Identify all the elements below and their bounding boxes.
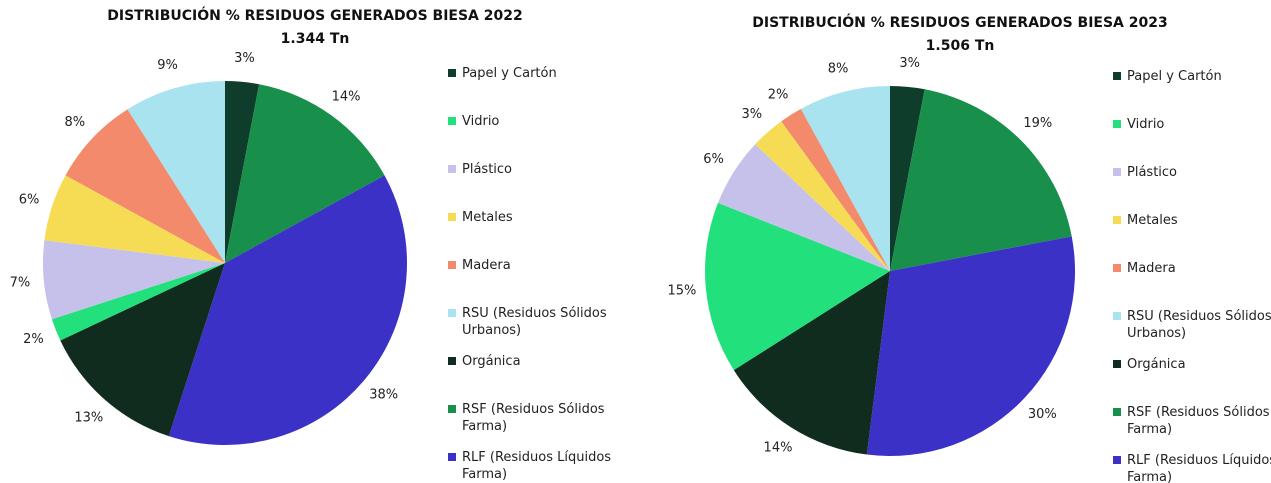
data-label: 8% (828, 62, 849, 77)
legend-label: RSF (Residuos Sólidos Farma) (462, 402, 605, 434)
legend-label: Plástico (462, 162, 513, 177)
legend-item: Orgánica (448, 353, 617, 370)
legend-swatch (1113, 168, 1121, 176)
data-label: 6% (19, 192, 40, 207)
legend-item: Orgánica (1113, 356, 1271, 373)
data-label: 30% (1028, 407, 1057, 422)
legend-item: RSF (Residuos Sólidos Farma) (1113, 404, 1271, 438)
legend-swatch (448, 357, 456, 365)
pie-slice (43, 240, 225, 320)
legend-swatch (448, 69, 456, 77)
legend-label: RSF (Residuos Sólidos Farma) (1127, 405, 1270, 437)
chart-title: DISTRIBUCIÓN % RESIDUOS GENERADOS BIESA … (752, 13, 1167, 31)
legend-swatch (448, 405, 456, 413)
pie-slice (717, 144, 890, 271)
legend-label: Orgánica (462, 354, 521, 369)
pie-slice (168, 175, 408, 445)
legend-swatch (448, 261, 456, 269)
legend-label: Metales (1127, 213, 1178, 228)
legend-item: Plástico (448, 161, 617, 178)
data-label: 2% (768, 88, 789, 103)
legend-item: Madera (448, 257, 617, 274)
legend-item: Madera (1113, 260, 1271, 277)
legend-label: RLF (Residuos Líquidos Farma) (1127, 453, 1271, 483)
pie-slice (800, 86, 890, 271)
legend-item: Papel y Cartón (448, 65, 617, 82)
data-label: 6% (703, 152, 724, 167)
legend-label: Vidrio (1127, 117, 1165, 132)
legend-item: RSF (Residuos Sólidos Farma) (448, 401, 617, 435)
legend-swatch (448, 309, 456, 317)
legend-swatch (1113, 312, 1121, 320)
legend-item: Vidrio (448, 113, 617, 130)
legend-item: RSU (Residuos Sólidos Urbanos) (1113, 308, 1271, 342)
legend-item: Metales (1113, 212, 1271, 229)
pie-slice (65, 109, 226, 263)
chart-title: DISTRIBUCIÓN % RESIDUOS GENERADOS BIESA … (107, 6, 522, 24)
data-label: 2% (23, 332, 44, 347)
data-label: 14% (332, 89, 361, 104)
data-label: 3% (741, 107, 762, 122)
legend-label: RSU (Residuos Sólidos Urbanos) (462, 306, 607, 338)
data-label: 3% (899, 56, 920, 71)
data-label: 14% (764, 440, 793, 455)
legend-label: Metales (462, 210, 513, 225)
pie-slice (127, 81, 225, 263)
legend-item: RLF (Residuos Líquidos Farma) (448, 449, 617, 483)
pie-slice (225, 84, 385, 263)
legend-swatch (1113, 264, 1121, 272)
pie-slice (755, 121, 890, 272)
legend-item: Plástico (1113, 164, 1271, 181)
legend-swatch (448, 213, 456, 221)
legend-swatch (1113, 120, 1121, 128)
legend-label: Madera (1127, 261, 1176, 276)
legend-item: Papel y Cartón (1113, 68, 1271, 85)
data-label: 38% (369, 387, 398, 402)
legend-item: Vidrio (1113, 116, 1271, 133)
legend-swatch (1113, 360, 1121, 368)
chart-subtitle: 1.344 Tn (281, 31, 350, 47)
legend-label: RSU (Residuos Sólidos Urbanos) (1127, 309, 1271, 341)
legend-swatch (1113, 456, 1121, 464)
pie-slice (890, 89, 1072, 271)
data-label: 8% (65, 115, 86, 130)
legend-label: Plástico (1127, 165, 1178, 180)
data-label: 13% (74, 411, 103, 426)
pie-slice (225, 81, 260, 263)
data-label: 7% (10, 275, 31, 290)
legend-swatch (1113, 408, 1121, 416)
legend-item: RLF (Residuos Líquidos Farma) (1113, 452, 1271, 483)
pie-slice (733, 271, 890, 455)
pie-slice (51, 263, 225, 341)
pie-slice (705, 202, 890, 371)
legend-label: Papel y Cartón (462, 66, 557, 81)
pie-slice (60, 263, 226, 437)
pie-slice (866, 236, 1075, 457)
legend-swatch (448, 165, 456, 173)
legend-item: Metales (448, 209, 617, 226)
data-label: 3% (234, 51, 255, 66)
legend-item: RSU (Residuos Sólidos Urbanos) (448, 305, 617, 339)
data-label: 19% (1023, 116, 1052, 131)
pie-slice (890, 86, 925, 271)
data-label: 15% (667, 284, 696, 299)
legend-swatch (448, 453, 456, 461)
legend-label: Madera (462, 258, 511, 273)
data-label: 9% (157, 58, 178, 73)
legend-swatch (1113, 216, 1121, 224)
legend-label: RLF (Residuos Líquidos Farma) (462, 450, 612, 482)
chart-subtitle: 1.506 Tn (926, 38, 995, 54)
legend-swatch (448, 117, 456, 125)
legend-label: Orgánica (1127, 357, 1186, 372)
pie-slice (781, 108, 890, 271)
legend-label: Papel y Cartón (1127, 69, 1222, 84)
legend-swatch (1113, 72, 1121, 80)
pie-slice (44, 175, 226, 263)
legend-label: Vidrio (462, 114, 500, 129)
